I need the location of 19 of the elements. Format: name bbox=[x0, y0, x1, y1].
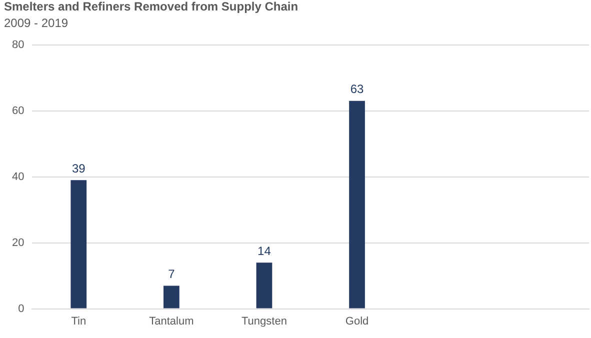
data-label: 14 bbox=[258, 244, 272, 258]
x-tick-label: Tin bbox=[71, 315, 86, 328]
data-label: 63 bbox=[350, 82, 364, 96]
x-tick-label: Gold bbox=[345, 315, 369, 328]
chart-subtitle: 2009 - 2019 bbox=[4, 16, 68, 30]
y-tick-label: 60 bbox=[12, 104, 24, 117]
bar bbox=[70, 180, 87, 308]
bar bbox=[349, 100, 365, 308]
chart-title: Smelters and Refiners Removed from Supply Chain bbox=[4, 0, 298, 14]
y-tick-label: 20 bbox=[12, 236, 24, 249]
bar bbox=[163, 286, 180, 308]
y-tick-label: 80 bbox=[12, 38, 24, 51]
x-tick-label: Tungsten bbox=[241, 315, 287, 328]
y-tick-label: 40 bbox=[12, 170, 24, 183]
data-label: 39 bbox=[72, 161, 86, 176]
y-tick-label: 0 bbox=[18, 302, 24, 315]
data-label: 7 bbox=[168, 267, 176, 282]
bar bbox=[256, 262, 272, 308]
x-tick-label: Tantalum bbox=[149, 315, 194, 328]
